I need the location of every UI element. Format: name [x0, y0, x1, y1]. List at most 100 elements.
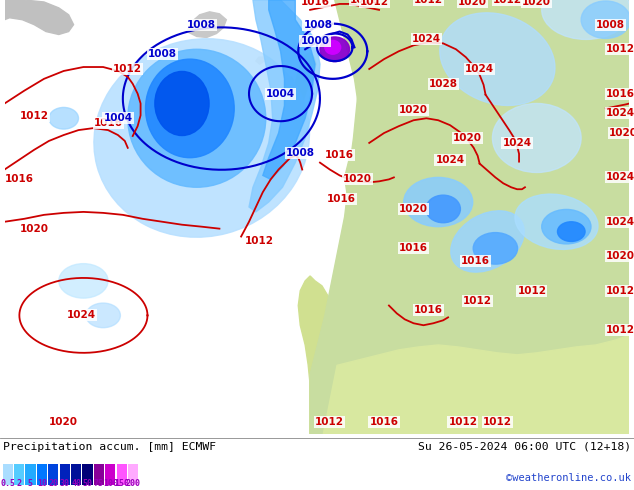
Ellipse shape — [426, 195, 460, 223]
Text: 1016: 1016 — [5, 174, 34, 184]
Text: 1024: 1024 — [465, 64, 494, 74]
Ellipse shape — [515, 194, 598, 249]
Ellipse shape — [325, 40, 340, 54]
Text: 1008: 1008 — [596, 20, 625, 29]
Polygon shape — [263, 0, 315, 179]
Ellipse shape — [404, 177, 473, 227]
Text: 1012: 1012 — [414, 0, 443, 5]
Text: 1008: 1008 — [187, 20, 216, 29]
Text: 1020: 1020 — [20, 223, 49, 234]
Text: 1012: 1012 — [606, 325, 634, 335]
Text: 1012: 1012 — [463, 295, 492, 306]
Text: 1016: 1016 — [414, 305, 443, 316]
Text: 1012: 1012 — [359, 0, 389, 7]
Text: 150: 150 — [114, 479, 129, 488]
Text: 1012: 1012 — [517, 286, 547, 296]
Ellipse shape — [86, 303, 120, 328]
Ellipse shape — [493, 103, 581, 172]
Bar — [128, 464, 138, 486]
Text: 1012: 1012 — [315, 417, 344, 427]
Text: 40: 40 — [71, 479, 81, 488]
Polygon shape — [368, 0, 433, 153]
Text: 1012: 1012 — [606, 44, 634, 54]
Text: 1020: 1020 — [606, 251, 634, 261]
Text: 1008: 1008 — [286, 148, 314, 158]
Polygon shape — [283, 77, 294, 110]
Text: 5: 5 — [28, 479, 33, 488]
Text: 1020: 1020 — [343, 174, 372, 184]
Text: 1016: 1016 — [461, 256, 490, 266]
Text: 1024: 1024 — [67, 310, 96, 320]
Ellipse shape — [557, 222, 585, 242]
Text: 1024: 1024 — [606, 172, 634, 182]
Text: 1020: 1020 — [453, 133, 482, 143]
Text: 1028: 1028 — [429, 79, 458, 89]
Polygon shape — [4, 0, 74, 34]
Ellipse shape — [440, 13, 555, 105]
Polygon shape — [310, 0, 630, 434]
Text: 1012: 1012 — [606, 286, 634, 296]
Text: 200: 200 — [126, 479, 141, 488]
Text: 1024: 1024 — [503, 138, 532, 148]
Bar — [25, 464, 36, 486]
Ellipse shape — [94, 39, 309, 237]
Ellipse shape — [155, 72, 209, 136]
Text: 1012: 1012 — [113, 64, 142, 74]
Polygon shape — [249, 0, 320, 212]
Polygon shape — [298, 276, 330, 434]
Text: 75: 75 — [94, 479, 104, 488]
Ellipse shape — [59, 264, 108, 298]
Text: 1020: 1020 — [49, 417, 78, 427]
Text: 10: 10 — [37, 479, 47, 488]
Text: 1020: 1020 — [399, 204, 428, 214]
Text: 1020: 1020 — [399, 105, 428, 115]
Polygon shape — [310, 335, 630, 434]
Text: 1004: 1004 — [266, 89, 295, 98]
Text: 1024: 1024 — [606, 108, 634, 119]
Text: 1024: 1024 — [436, 155, 465, 165]
Text: 1016: 1016 — [301, 0, 330, 7]
Text: 1016: 1016 — [325, 150, 354, 160]
Text: 1016: 1016 — [399, 244, 428, 253]
Text: 100: 100 — [103, 479, 118, 488]
Text: 1012: 1012 — [493, 0, 522, 5]
Text: Su 26-05-2024 06:00 UTC (12+18): Su 26-05-2024 06:00 UTC (12+18) — [418, 441, 631, 452]
Text: 1016: 1016 — [94, 118, 122, 128]
Text: Precipitation accum. [mm] ECMWF: Precipitation accum. [mm] ECMWF — [3, 441, 216, 452]
Polygon shape — [310, 0, 379, 434]
Ellipse shape — [581, 1, 630, 38]
Bar — [117, 464, 127, 486]
Ellipse shape — [49, 107, 79, 129]
Text: 1004: 1004 — [103, 113, 133, 123]
Bar — [14, 464, 24, 486]
Ellipse shape — [451, 211, 524, 272]
Text: 0.5: 0.5 — [0, 479, 15, 488]
Text: 1020: 1020 — [458, 0, 487, 7]
Ellipse shape — [473, 233, 517, 264]
Polygon shape — [187, 12, 226, 37]
Ellipse shape — [541, 209, 591, 244]
Text: 1008: 1008 — [304, 20, 332, 29]
Text: 1008: 1008 — [148, 49, 177, 59]
Text: 1024: 1024 — [606, 217, 634, 227]
Text: 1016: 1016 — [327, 194, 356, 204]
Ellipse shape — [146, 59, 234, 158]
Bar — [82, 464, 93, 486]
Text: 30: 30 — [60, 479, 70, 488]
Polygon shape — [292, 53, 316, 128]
Text: 50: 50 — [82, 479, 93, 488]
Ellipse shape — [128, 49, 266, 187]
Bar — [105, 464, 115, 486]
Ellipse shape — [320, 37, 349, 62]
Text: 1020: 1020 — [522, 0, 552, 7]
Text: 20: 20 — [48, 479, 58, 488]
Bar — [37, 464, 47, 486]
Text: 1020: 1020 — [609, 128, 634, 138]
Text: 1024: 1024 — [412, 34, 441, 45]
Bar — [60, 464, 70, 486]
Text: ©weatheronline.co.uk: ©weatheronline.co.uk — [506, 472, 631, 483]
Text: 1012: 1012 — [20, 111, 49, 122]
Ellipse shape — [541, 0, 630, 39]
Bar — [71, 464, 81, 486]
Text: 1016: 1016 — [606, 89, 634, 98]
